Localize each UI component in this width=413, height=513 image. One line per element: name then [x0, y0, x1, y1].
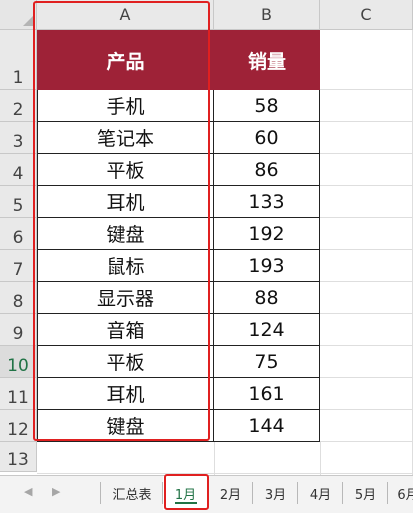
- gridline: [37, 473, 413, 474]
- cell-sales[interactable]: 124: [214, 314, 320, 346]
- sheet-tab-label: 1月: [174, 487, 197, 503]
- sheet-tab-label: 汇总表: [112, 487, 152, 503]
- row-header-11[interactable]: 11: [0, 378, 37, 410]
- row-header-12[interactable]: 12: [0, 410, 37, 442]
- gridline: [320, 313, 413, 314]
- sheet-tab[interactable]: 2月: [208, 476, 253, 510]
- cell-product[interactable]: 笔记本: [37, 122, 214, 154]
- cell-product[interactable]: 键盘: [37, 218, 214, 250]
- cell-sales[interactable]: 88: [214, 282, 320, 314]
- sheet-tab-label: 3月: [264, 487, 287, 503]
- sheet-tab[interactable]: 6月: [388, 476, 413, 510]
- row-header-7[interactable]: 7: [0, 250, 37, 282]
- sheet-tab-label: 6月: [397, 487, 413, 503]
- scroll-tabs-left-icon[interactable]: ◀: [24, 485, 33, 498]
- gridline: [320, 345, 413, 346]
- column-header-c[interactable]: C: [320, 0, 413, 30]
- cell-product[interactable]: 手机: [37, 90, 214, 122]
- tab-separator: [100, 482, 101, 504]
- cell-sales[interactable]: 193: [214, 250, 320, 282]
- row-header-8[interactable]: 8: [0, 282, 37, 314]
- cell-sales[interactable]: 133: [214, 186, 320, 218]
- row-header-9[interactable]: 9: [0, 314, 37, 346]
- sheet-tab-label: 2月: [219, 487, 242, 503]
- sheet-tab-label: 5月: [354, 487, 377, 503]
- select-all-corner[interactable]: [0, 0, 37, 30]
- gridline: [320, 442, 321, 475]
- column-header-b[interactable]: B: [214, 0, 320, 30]
- cell-product[interactable]: 鼠标: [37, 250, 214, 282]
- cell-product[interactable]: 耳机: [37, 186, 214, 218]
- gridline: [320, 185, 413, 186]
- cell-product[interactable]: 音箱: [37, 314, 214, 346]
- cell-product[interactable]: 显示器: [37, 282, 214, 314]
- column-header-a[interactable]: A: [37, 0, 214, 30]
- header-cell-sales[interactable]: 销量: [214, 30, 320, 90]
- row-header-4[interactable]: 4: [0, 154, 37, 186]
- gridline: [320, 89, 413, 90]
- gridline: [214, 442, 215, 475]
- cell-product[interactable]: 平板: [37, 154, 214, 186]
- scroll-tabs-right-icon[interactable]: ▶: [52, 485, 61, 498]
- header-cell-product[interactable]: 产品: [37, 30, 214, 90]
- row-header-5[interactable]: 5: [0, 186, 37, 218]
- active-tab-underline: [174, 502, 197, 504]
- gridline: [320, 249, 413, 250]
- gridline: [320, 121, 413, 122]
- cell-product[interactable]: 耳机: [37, 378, 214, 410]
- gridline: [320, 441, 413, 442]
- sheet-tab[interactable]: 5月: [343, 476, 388, 510]
- tab-separator: [252, 482, 253, 504]
- row-header-2[interactable]: 2: [0, 90, 37, 122]
- cell-sales[interactable]: 58: [214, 90, 320, 122]
- cell-product[interactable]: 平板: [37, 346, 214, 378]
- column-a-highlight-box: [33, 1, 210, 441]
- cell-product[interactable]: 键盘: [37, 410, 214, 442]
- spreadsheet-grid: A B C 1 2 3 4 5 6 7 8 9 10 11 12 13 产品 销量 手机 58 笔记本 60 平板 8…: [0, 0, 413, 475]
- sheet-tab-label: 4月: [309, 487, 332, 503]
- select-all-triangle-icon: [23, 16, 33, 26]
- row-header-3[interactable]: 3: [0, 122, 37, 154]
- row-header-13[interactable]: 13: [0, 442, 37, 472]
- tab-separator: [387, 482, 388, 504]
- tab-separator: [297, 482, 298, 504]
- row-header-10[interactable]: 10: [0, 346, 37, 378]
- active-tab-highlight-box: [164, 474, 209, 510]
- cell-sales[interactable]: 60: [214, 122, 320, 154]
- gridline: [320, 153, 413, 154]
- sheet-tab[interactable]: 汇总表: [101, 476, 163, 510]
- cell-sales[interactable]: 144: [214, 410, 320, 442]
- tab-separator: [162, 482, 163, 504]
- cell-sales[interactable]: 86: [214, 154, 320, 186]
- gridline: [320, 409, 413, 410]
- sheet-tab-bar: ◀ ▶ 汇总表 1月 2月 3月 4月 5月 6月: [0, 474, 413, 513]
- row-header-1[interactable]: 1: [0, 30, 37, 90]
- cell-sales[interactable]: 161: [214, 378, 320, 410]
- gridline: [320, 281, 413, 282]
- sheet-tab[interactable]: 3月: [253, 476, 298, 510]
- cell-sales[interactable]: 192: [214, 218, 320, 250]
- sheet-tab[interactable]: 4月: [298, 476, 343, 510]
- cell-sales[interactable]: 75: [214, 346, 320, 378]
- gridline: [320, 377, 413, 378]
- tab-separator: [342, 482, 343, 504]
- row-header-6[interactable]: 6: [0, 218, 37, 250]
- sheet-tab[interactable]: 1月: [163, 476, 208, 510]
- gridline: [320, 217, 413, 218]
